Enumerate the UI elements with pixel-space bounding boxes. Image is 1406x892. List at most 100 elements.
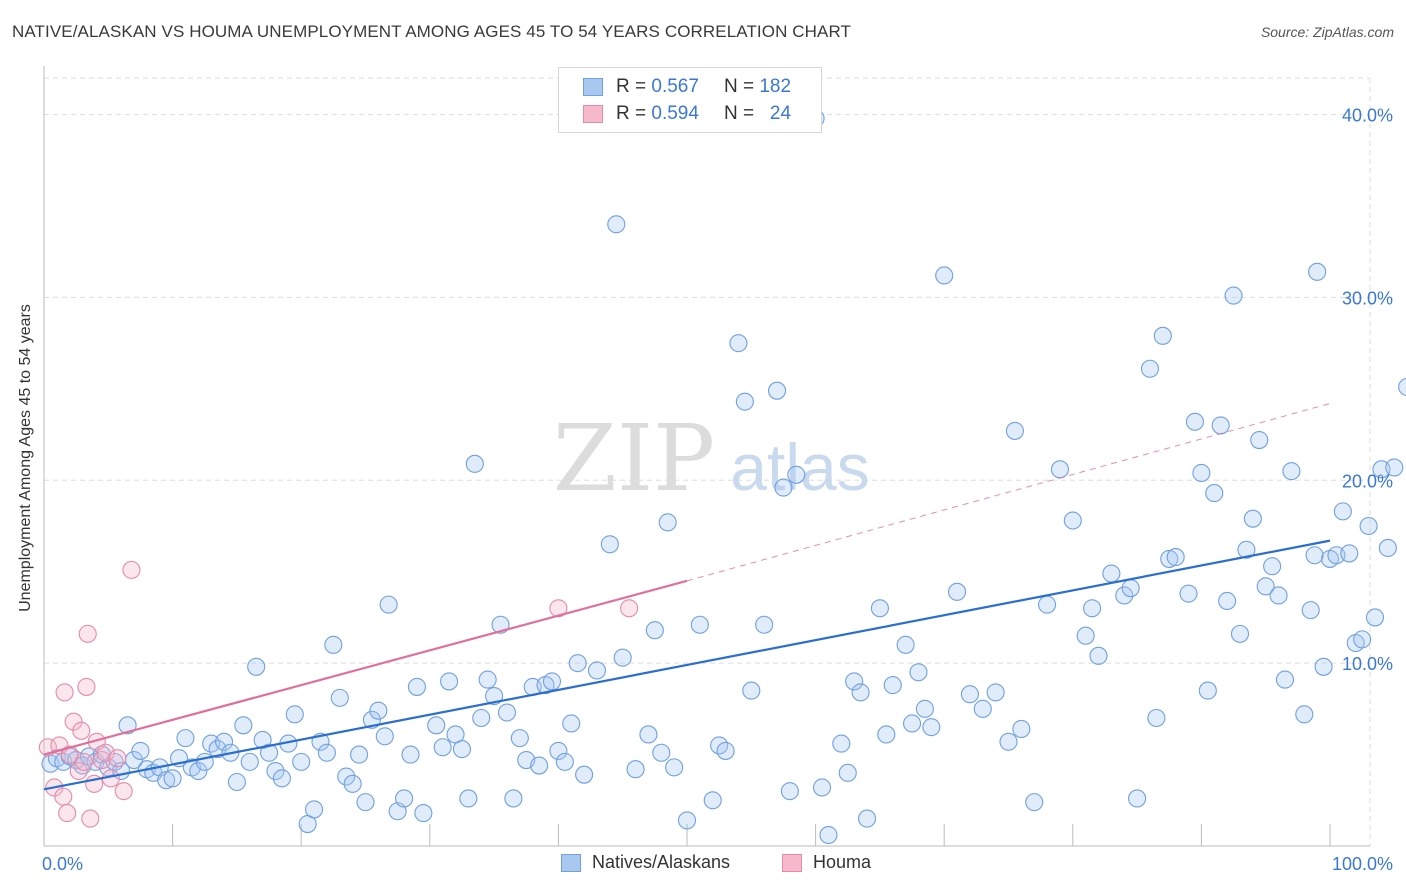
- data-point: [902, 714, 922, 733]
- data-point: [1102, 564, 1121, 583]
- data-point: [639, 725, 658, 744]
- data-point: [1295, 705, 1314, 724]
- data-point: [414, 804, 433, 823]
- data-point: [395, 789, 414, 808]
- data-point: [909, 663, 928, 682]
- data-point: [330, 688, 349, 707]
- data-point: [652, 743, 671, 762]
- data-point: [922, 718, 941, 737]
- series-natives-alaskans: [41, 109, 1406, 845]
- data-point: [1185, 412, 1205, 431]
- data-point: [58, 804, 77, 823]
- data-point: [1128, 789, 1147, 808]
- data-point: [645, 621, 664, 640]
- legend-r-label: R =: [616, 103, 647, 124]
- bottom-legend-label-natives: Natives/Alaskans: [592, 852, 731, 872]
- data-point: [324, 635, 343, 654]
- data-point: [812, 778, 832, 797]
- data-point: [176, 729, 195, 748]
- data-point: [64, 712, 83, 731]
- legend-n-value: 24: [769, 103, 792, 124]
- data-point: [69, 761, 88, 781]
- data-point: [787, 465, 806, 484]
- data-point: [497, 703, 517, 722]
- data-point: [356, 793, 375, 812]
- data-point: [819, 825, 838, 845]
- data-point: [620, 599, 639, 618]
- data-point: [600, 535, 619, 554]
- data-point: [838, 763, 857, 782]
- bottom-legend-houma: Houma: [782, 852, 871, 873]
- data-point: [1147, 708, 1166, 728]
- y-tick-label: 30.0%: [1342, 288, 1393, 308]
- data-point: [774, 478, 793, 497]
- data-point: [690, 615, 709, 634]
- data-point: [1179, 584, 1198, 603]
- data-point: [81, 809, 100, 828]
- data-point: [1340, 544, 1359, 563]
- data-point: [1205, 484, 1224, 503]
- legend-n-label: N =: [723, 76, 755, 97]
- data-point: [1378, 538, 1397, 557]
- data-point: [896, 635, 915, 654]
- legend-n-value: 182: [759, 76, 792, 97]
- data-point: [108, 749, 127, 768]
- data-point: [1025, 793, 1044, 812]
- data-point: [157, 771, 176, 790]
- data-point: [1398, 378, 1406, 397]
- series-houma: [38, 560, 639, 828]
- data-point: [587, 661, 607, 680]
- data-point: [562, 714, 581, 733]
- data-point: [935, 266, 954, 285]
- data-point: [1359, 516, 1378, 536]
- data-point: [575, 765, 594, 784]
- data-point: [440, 672, 459, 691]
- legend-r-label: R =: [616, 76, 647, 97]
- data-point: [1218, 591, 1237, 611]
- data-point: [613, 648, 632, 667]
- bottom-legend-label-houma: Houma: [813, 852, 872, 872]
- data-point: [1237, 540, 1256, 559]
- data-point: [549, 599, 568, 618]
- data-point: [292, 752, 311, 771]
- data-point: [478, 670, 497, 689]
- data-point: [227, 772, 246, 792]
- data-point: [60, 745, 79, 764]
- data-point: [1230, 624, 1250, 643]
- data-point: [1140, 359, 1160, 378]
- data-point: [1269, 586, 1288, 605]
- data-point: [247, 657, 266, 676]
- data-point: [1333, 502, 1352, 521]
- data-point: [1166, 548, 1185, 567]
- data-point: [626, 760, 645, 779]
- data-point: [74, 752, 93, 771]
- data-point: [122, 560, 141, 579]
- data-point: [1211, 416, 1230, 435]
- data-point: [272, 769, 291, 788]
- x-tick-label: 100.0%: [1332, 854, 1393, 874]
- trend-lines: [43, 403, 1331, 791]
- chart-source: Source: ZipAtlas.com: [1260, 24, 1394, 40]
- data-point: [1365, 608, 1385, 627]
- data-point: [343, 774, 362, 793]
- data-point: [870, 599, 889, 618]
- data-point: [266, 761, 285, 781]
- data-point: [78, 624, 97, 643]
- data-point: [163, 769, 182, 788]
- data-point: [948, 582, 967, 601]
- data-point: [259, 743, 279, 762]
- data-point: [960, 685, 979, 704]
- data-point: [845, 672, 864, 691]
- data-point: [77, 677, 96, 696]
- data-point: [1314, 657, 1333, 676]
- data-point: [549, 741, 568, 760]
- data-point: [131, 741, 150, 760]
- data-point: [973, 699, 992, 718]
- data-point: [1282, 462, 1301, 481]
- data-point: [607, 215, 626, 234]
- data-point: [459, 789, 478, 808]
- data-point: [1243, 509, 1262, 528]
- legend-row-houma: R = 0.594 N = 24: [583, 102, 791, 126]
- data-point: [379, 595, 398, 614]
- trend-line-houma: [43, 579, 688, 756]
